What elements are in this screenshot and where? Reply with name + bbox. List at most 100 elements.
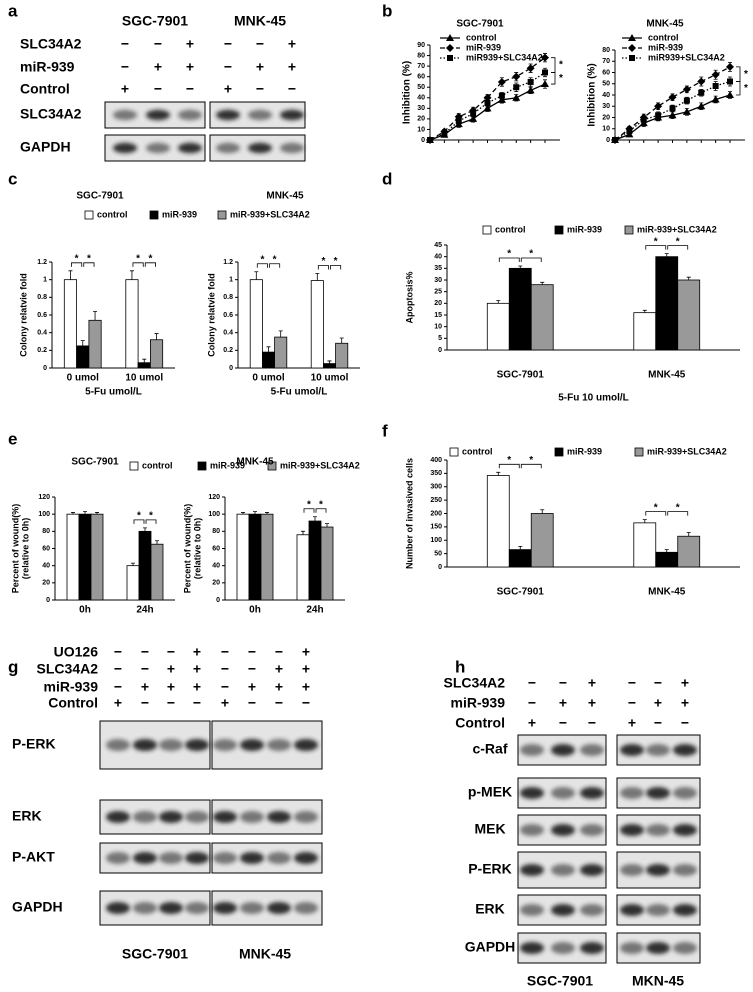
significance-label: * — [75, 253, 79, 264]
blot-band — [159, 902, 183, 914]
bar — [633, 522, 657, 568]
group-label: MNK-45 — [234, 13, 286, 29]
condition-sign: − — [141, 644, 149, 660]
panel-label: b — [382, 1, 392, 20]
condition-sign: + — [302, 679, 310, 695]
blot-band — [240, 739, 264, 751]
significance-label: * — [559, 60, 563, 71]
blot-band — [646, 864, 670, 876]
y-tick-label: 120 — [38, 494, 50, 501]
significance-bracket — [667, 245, 689, 250]
legend-swatch — [482, 225, 492, 235]
legend-swatch — [267, 461, 277, 471]
marker — [469, 114, 478, 122]
legend-swatch — [149, 210, 159, 220]
blot-band — [620, 787, 644, 799]
significance-label: * — [321, 256, 325, 267]
significance-label: * — [676, 236, 680, 247]
marker — [668, 93, 677, 102]
significance-label: * — [273, 254, 277, 265]
significance-bracket — [317, 265, 329, 270]
marker — [712, 83, 719, 89]
bar — [249, 279, 263, 369]
blot-band — [146, 142, 170, 154]
condition-sign: + — [114, 695, 122, 711]
error-bar — [686, 532, 691, 537]
y-tick-label: 30 — [602, 103, 610, 110]
y-tick-label: 0 — [46, 597, 50, 604]
legend-label: control — [495, 224, 526, 234]
condition-sign: − — [167, 644, 175, 660]
blot-band — [551, 744, 575, 756]
blot-band — [106, 811, 130, 823]
bar — [320, 526, 334, 601]
marker — [626, 128, 633, 134]
y-tick-label: 100 — [38, 511, 50, 518]
legend-label: miR-939 — [567, 446, 602, 456]
y-tick-label: 0 — [438, 564, 442, 571]
marker — [640, 116, 647, 123]
marker — [484, 100, 491, 107]
legend-label: control — [648, 32, 679, 42]
y-tick-label: 70 — [417, 63, 425, 70]
significance-label: * — [529, 249, 533, 260]
y-tick-label: 1.2 — [223, 259, 233, 266]
condition-sign: − — [528, 675, 536, 691]
bar — [125, 279, 139, 369]
y-tick-label: 100 — [208, 511, 220, 518]
condition-label: SLC34A2 — [444, 675, 506, 691]
bar — [530, 284, 554, 351]
bar — [655, 551, 679, 568]
blot-band — [133, 902, 157, 914]
blot-band — [294, 902, 318, 914]
condition-sign: − — [221, 679, 229, 695]
blot-band — [551, 787, 575, 799]
legend-label: control — [142, 460, 173, 470]
panel-label: f — [382, 421, 388, 440]
blot-band — [646, 904, 670, 916]
condition-sign: − — [154, 81, 162, 97]
legend-label: miR-939 — [210, 460, 245, 470]
blot-band — [216, 142, 240, 154]
blot-band — [213, 852, 237, 864]
blot-row-label: ERK — [475, 901, 505, 917]
blot-band — [646, 744, 670, 756]
x-tick-label: 10 umol — [311, 373, 349, 384]
condition-sign: − — [193, 695, 201, 711]
significance-bracket — [498, 257, 520, 262]
legend-label: control — [462, 446, 493, 456]
bar — [90, 513, 104, 601]
significance-bracket — [520, 463, 542, 469]
x-tick-label: 10 umol — [125, 373, 163, 384]
bar — [310, 280, 324, 369]
bar — [322, 363, 336, 369]
y-tick-label: 350 — [430, 470, 442, 477]
error-bar — [93, 311, 98, 321]
condition-sign: + — [302, 661, 310, 677]
condition-sign: − — [654, 675, 662, 691]
y-tick-label: 30 — [434, 277, 442, 284]
bar — [137, 362, 151, 369]
y-tick-label: 300 — [430, 484, 442, 491]
significance-label: * — [559, 73, 563, 84]
marker — [483, 104, 492, 112]
x-tick-label: SGC-7901 — [497, 370, 545, 381]
blot-band — [294, 739, 318, 751]
legend-marker — [628, 44, 636, 52]
marker — [668, 111, 677, 119]
y-tick-label: 20 — [602, 114, 610, 121]
condition-sign: − — [275, 695, 283, 711]
error-bar — [68, 270, 73, 280]
group-label: MKN-45 — [632, 973, 684, 989]
condition-sign: + — [588, 695, 596, 711]
y-tick-label: 0 — [438, 347, 442, 354]
blot-row-label: P-ERK — [468, 861, 512, 877]
bar — [335, 342, 349, 369]
condition-sign: − — [141, 695, 149, 711]
blot-band — [520, 904, 544, 916]
blot-band — [146, 109, 170, 121]
blot-band — [240, 852, 264, 864]
x-tick-label: 0 umol — [67, 373, 99, 384]
y-tick-label: 100 — [430, 537, 442, 544]
chart-title: MNK-45 — [266, 191, 304, 202]
